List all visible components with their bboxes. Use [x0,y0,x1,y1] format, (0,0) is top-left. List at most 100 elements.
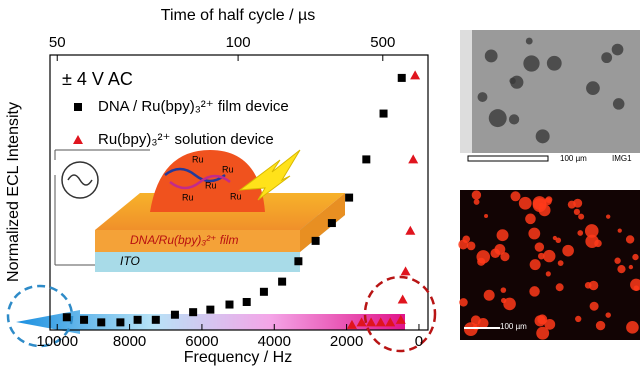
fluorescent-spot [618,228,622,232]
point [152,316,160,324]
fluorescent-spot [529,286,539,296]
x-tick-label: 8000 [113,333,146,350]
sem-edge [460,30,472,165]
inset-device [55,150,345,272]
sem-particle [601,52,612,63]
point [405,226,415,235]
figure: Ru Ru Ru Ru Ru DNA/Ru(bpy)₃²⁺ film ITO Time … [0,0,640,371]
x-tick-label: 10000 [36,333,78,350]
point [401,266,411,275]
fluorescent-spot [528,228,540,240]
legend-marker [73,135,83,144]
x-axis-title: Frequency / Hz [184,349,292,366]
point [294,257,302,265]
x2-axis-title: Time of half cycle / µs [161,7,315,24]
fluorescent-spot [546,271,551,276]
fluorescent-spot [501,287,507,293]
fluorescent-spot [533,196,547,210]
sem-particle [489,109,507,127]
point [116,318,124,326]
fluorescent-spot [605,312,610,317]
fluorescent-spot [617,265,625,273]
fluorescent-spot [590,302,599,311]
sem-particle [586,81,600,95]
x2-tick-label: 100 [226,34,251,51]
fluorescent-spot [585,282,592,289]
x-tick-label: 0 [415,333,423,350]
fluorescent-spot [585,235,598,248]
fluorescent-spot [478,318,489,329]
point [260,288,268,296]
point [225,301,233,309]
molecule-label: Ru [205,180,217,190]
fluorescent-spot [535,315,546,326]
fluorescent-spot [458,240,468,250]
point [398,74,406,82]
point [171,311,179,319]
film-label: DNA/Ru(bpy)₃²⁺ film [130,233,238,247]
fluorescent-spot [556,283,564,291]
point [206,306,214,314]
sem-id-label: IMG1 [612,154,632,163]
legend-marker [74,103,82,111]
fluorescent-spot [467,242,476,251]
fluorescent-spot [553,236,557,240]
fluorescent-spot [634,285,640,291]
fluorescent-spot [497,229,509,241]
point [63,313,71,321]
point [408,154,418,163]
point [312,237,320,245]
x-tick-label: 2000 [330,333,363,350]
fluorescent-spot [574,209,580,215]
point [410,70,420,79]
y-axis-title: Normalized ECL Intensity [5,102,22,282]
molecule-label: Ru [182,192,194,202]
point [189,308,197,316]
fluorescent-spot [538,253,545,260]
legend-label: Ru(bpy)₃²⁺ solution device [98,131,274,148]
fluorescent-spot [477,258,485,266]
fluorescent-spot [525,214,536,225]
fluorescent-spot [568,201,576,209]
fluorescent-spot [503,298,516,311]
point [398,294,408,303]
sem-particle [523,55,539,71]
substrate-label: ITO [120,254,140,268]
fluorescent-spot [626,235,634,243]
sem-particle [612,44,624,56]
point [362,155,370,163]
point [243,298,251,306]
sem-particle [526,38,533,45]
point [80,316,88,324]
fluorescent-spot [536,327,549,340]
sem-scale-label: 100 µm [560,154,587,163]
fluorescent-spot [578,214,584,220]
fluorescent-spot [558,260,564,266]
point [380,110,388,118]
x-tick-label: 6000 [185,333,218,350]
sem-particle [509,78,515,84]
point [278,278,286,286]
fluorescent-spot [472,190,481,199]
molecule-label: Ru [230,191,242,201]
sem-particle [478,92,488,102]
fluorescent-spot [577,230,583,236]
fluorescent-spot [614,258,620,264]
fluorescent-spot [543,250,555,262]
fluorescent-spot [494,244,505,255]
molecule-label: Ru [222,164,234,174]
sem-particle [485,50,498,63]
legend-label: DNA / Ru(bpy)₃²⁺ film device [98,98,289,115]
fluorescent-spot [484,214,488,218]
sem-particle [509,114,519,124]
fluorescent-spot [575,316,581,322]
fluorescent-spot [626,321,639,334]
fluorescent-spot [484,290,495,301]
point [328,219,336,227]
molecule-label: Ru [192,154,204,164]
fluorescent-spot [629,265,633,269]
fluorescent-spot [519,197,532,210]
annotation: ± 4 V AC [62,69,133,89]
x2-tick-label: 50 [49,34,66,51]
x2-tick-label: 500 [370,34,395,51]
